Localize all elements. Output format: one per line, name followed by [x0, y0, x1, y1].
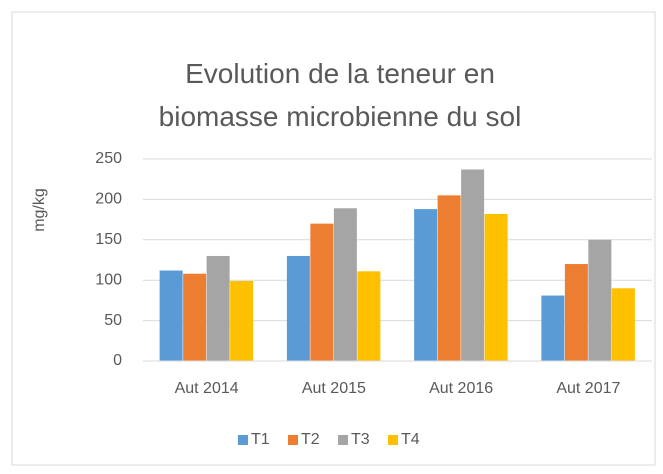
- x-tick-label: Aut 2015: [302, 380, 366, 397]
- bar: [564, 264, 588, 361]
- chart-title: Evolution de la teneur en biomasse micro…: [158, 58, 522, 132]
- bar: [461, 169, 485, 361]
- x-tick-label: Aut 2017: [556, 380, 620, 397]
- bar: [310, 223, 334, 361]
- chart-border: [11, 11, 656, 466]
- bar: [611, 288, 635, 361]
- y-tick-label: 50: [104, 312, 122, 329]
- bar: [484, 213, 508, 361]
- y-tick-label: 200: [95, 191, 122, 208]
- legend-swatch: [238, 435, 248, 445]
- bar: [588, 239, 612, 361]
- y-tick-label: 250: [95, 150, 122, 167]
- legend-swatch: [388, 435, 398, 445]
- legend-label: T1: [251, 431, 270, 448]
- y-tick-label: 100: [95, 271, 122, 288]
- bar: [159, 270, 183, 361]
- bar: [357, 271, 381, 361]
- bar: [286, 255, 310, 361]
- bar: [414, 209, 438, 361]
- bar: [333, 208, 357, 361]
- y-tick-label: 150: [95, 231, 122, 248]
- bar: [230, 281, 254, 361]
- legend-label: T2: [301, 431, 320, 448]
- legend-swatch: [338, 435, 348, 445]
- bar: [183, 273, 207, 361]
- legend-swatch: [288, 435, 298, 445]
- y-tick-label: 0: [113, 352, 122, 369]
- x-tick-label: Aut 2014: [175, 380, 239, 397]
- x-tick-label: Aut 2016: [429, 380, 493, 397]
- y-axis-label: mg/kg: [31, 188, 48, 232]
- bar: [437, 195, 461, 361]
- legend-label: T4: [401, 431, 420, 448]
- bar: [206, 255, 230, 361]
- legend-label: T3: [351, 431, 370, 448]
- bar: [541, 295, 565, 361]
